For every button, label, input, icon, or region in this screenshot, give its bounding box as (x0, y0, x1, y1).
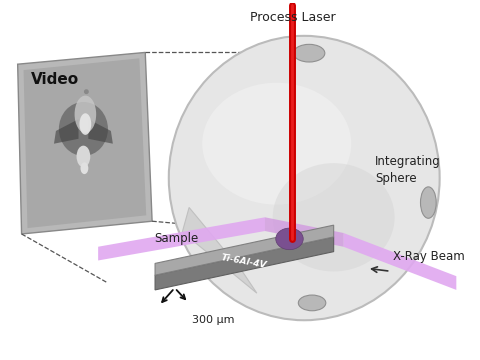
Text: X-Ray Beam: X-Ray Beam (393, 250, 464, 263)
Polygon shape (265, 217, 344, 247)
Polygon shape (18, 53, 152, 234)
Polygon shape (155, 237, 334, 290)
Polygon shape (88, 119, 113, 144)
Ellipse shape (276, 228, 303, 250)
Ellipse shape (80, 113, 91, 135)
Text: Sample: Sample (154, 232, 198, 245)
Ellipse shape (169, 36, 440, 320)
Polygon shape (54, 119, 79, 144)
Text: Ti-6Al-4V: Ti-6Al-4V (220, 253, 267, 270)
Ellipse shape (420, 187, 436, 218)
Text: Process Laser: Process Laser (250, 11, 335, 24)
Ellipse shape (74, 96, 96, 133)
Text: 300 μm: 300 μm (192, 315, 235, 325)
Text: Video: Video (31, 72, 80, 87)
Ellipse shape (202, 83, 351, 204)
Ellipse shape (81, 162, 88, 174)
Ellipse shape (299, 295, 326, 311)
Ellipse shape (293, 44, 325, 62)
Polygon shape (344, 233, 456, 290)
Ellipse shape (84, 89, 89, 94)
Ellipse shape (76, 146, 90, 167)
Polygon shape (98, 217, 265, 261)
Polygon shape (182, 207, 257, 293)
Text: Integrating
Sphere: Integrating Sphere (375, 155, 441, 185)
Polygon shape (24, 58, 146, 228)
Polygon shape (155, 225, 334, 275)
Ellipse shape (273, 163, 395, 271)
Ellipse shape (59, 102, 108, 156)
